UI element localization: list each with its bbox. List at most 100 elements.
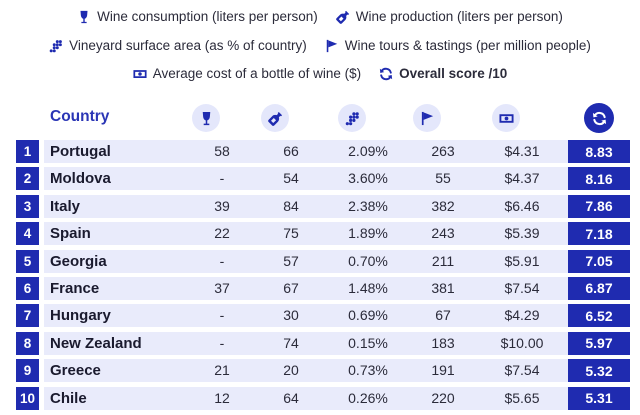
rank-badge: 9 [16,359,39,383]
table-row: 1 Portugal 58 66 2.09% 263 $4.31 8.83 [16,138,632,165]
production-value: 66 [283,143,299,159]
score-badge: 7.86 [568,194,630,218]
row-band [44,194,576,218]
country-name: Georgia [50,252,107,270]
row-band [44,140,576,163]
country-name: France [50,279,100,297]
cost-value: $5.39 [504,225,540,242]
production-value: 54 [283,170,299,187]
cost-value: $6.46 [504,197,540,214]
consumption-value: 39 [214,197,230,214]
wine-bottle-icon [336,10,350,24]
score-badge: 7.05 [568,249,630,273]
tours-value: 67 [435,307,451,324]
row-band [44,249,576,273]
ranking-table: Country 1 Portugal 58 66 2.09% 263 $4.31… [16,100,632,412]
consumption-value: 22 [214,225,230,242]
vineyard-value: 1.89% [348,225,388,242]
legend-row-3: Average cost of a bottle of wine ($) Ove… [0,66,640,81]
wine-glass-icon [192,104,220,132]
vineyard-value: 3.60% [348,170,388,187]
country-name: Italy [50,197,81,215]
table-row: 2 Moldova - 54 3.60% 55 $4.37 8.16 [16,165,632,192]
consumption-value: 37 [214,279,230,296]
refresh-icon [584,103,614,133]
vineyard-value: 0.69% [348,307,388,324]
legend-consumption: Wine consumption (liters per person) [77,9,318,24]
consumption-value: 12 [214,389,230,406]
production-value: 84 [283,197,299,214]
cost-value: $4.37 [504,170,540,187]
wine-bottle-icon [261,104,289,132]
vineyard-value: 1.48% [348,279,388,296]
rank-badge: 10 [16,386,39,410]
tours-value: 191 [431,362,455,379]
score-badge: 5.32 [568,359,630,383]
tours-value: 55 [435,170,451,187]
production-value: 75 [283,225,299,242]
refresh-icon [379,67,393,81]
tours-value: 263 [431,143,455,159]
legend-cost: Average cost of a bottle of wine ($) [133,66,361,81]
table-row: 10 Chile 12 64 0.26% 220 $5.65 5.31 [16,385,632,412]
grapes-icon [49,39,63,53]
country-name: New Zealand [50,334,142,352]
wine-glass-icon [77,10,91,24]
legend-tours-label: Wine tours & tastings (per million peopl… [344,38,591,53]
production-value: 57 [283,252,299,269]
production-value: 74 [283,334,299,351]
row-band [44,331,576,355]
rank-badge: 5 [16,249,39,273]
table-row: 4 Spain 22 75 1.89% 243 $5.39 7.18 [16,220,632,247]
cost-value: $7.54 [504,362,540,379]
score-badge: 6.87 [568,276,630,300]
row-band [44,359,576,383]
vineyard-value: 0.15% [348,334,388,351]
production-value: 20 [283,362,299,379]
score-badge: 8.16 [568,167,630,191]
table-row: 9 Greece 21 20 0.73% 191 $7.54 5.32 [16,357,632,384]
legend-production: Wine production (liters per person) [336,9,563,24]
vineyard-value: 0.73% [348,362,388,379]
rank-badge: 3 [16,194,39,218]
grapes-icon [338,104,366,132]
cost-value: $4.29 [504,307,540,324]
score-badge: 7.18 [568,222,630,246]
rank-badge: 8 [16,331,39,355]
legend-production-label: Wine production (liters per person) [355,9,563,24]
legend-score-label: Overall score /10 [399,66,508,81]
cost-value: $10.00 [500,334,544,351]
consumption-value: - [219,334,225,351]
consumption-value: - [219,252,225,269]
consumption-value: - [219,170,225,187]
tours-value: 243 [431,225,455,242]
consumption-value: - [219,307,225,324]
cost-value: $5.91 [504,252,540,269]
flag-icon [413,104,441,132]
country-column-header: Country [50,108,110,125]
banknote-icon [133,67,147,81]
table-header: Country [16,100,632,138]
country-name: Greece [50,362,101,380]
rank-badge: 4 [16,222,39,246]
score-badge: 5.31 [568,386,630,410]
legend-cost-label: Average cost of a bottle of wine ($) [152,66,362,81]
row-band [44,304,576,328]
production-value: 67 [283,279,299,296]
vineyard-value: 2.09% [348,143,388,159]
tours-value: 381 [431,279,455,296]
table-row: 5 Georgia - 57 0.70% 211 $5.91 7.05 [16,248,632,275]
legend-score: Overall score /10 [379,66,507,81]
score-badge: 6.52 [568,304,630,328]
table-row: 7 Hungary - 30 0.69% 67 $4.29 6.52 [16,302,632,329]
country-name: Hungary [50,307,111,325]
rank-badge: 7 [16,304,39,328]
row-band [44,386,576,410]
country-name: Chile [50,389,87,407]
vineyard-value: 2.38% [348,197,388,214]
table-body: 1 Portugal 58 66 2.09% 263 $4.31 8.83 2 … [16,138,632,412]
flag-icon [325,39,339,53]
legend-vineyard: Vineyard surface area (as % of country) [49,38,307,53]
tours-value: 220 [431,389,455,406]
banknote-icon [492,104,520,132]
